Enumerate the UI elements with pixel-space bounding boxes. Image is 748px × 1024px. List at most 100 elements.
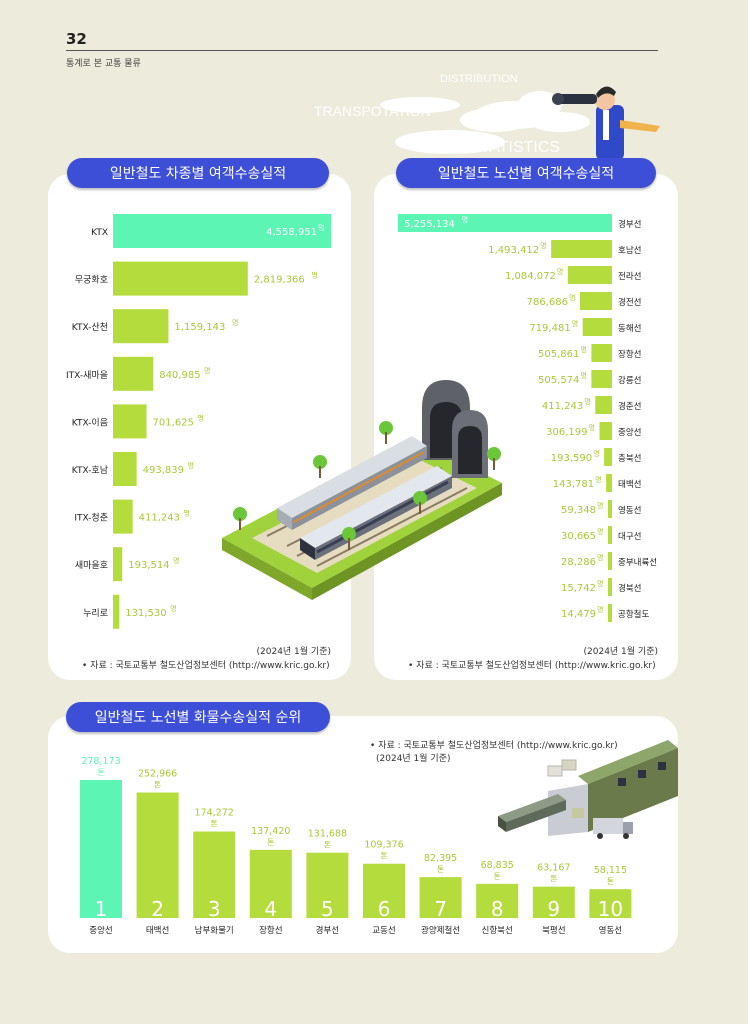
- unit-label: 톤: [97, 768, 104, 777]
- tree-icons: [233, 421, 501, 550]
- category-label: 교동선: [372, 926, 395, 936]
- value-label: 5,255,134: [404, 219, 455, 230]
- bar: [551, 240, 612, 258]
- bar: [113, 404, 147, 439]
- rank-label: 9: [547, 897, 560, 921]
- rank-label: 5: [321, 897, 334, 921]
- unit-label: 명: [580, 345, 586, 354]
- value-label: 2,819,366: [254, 275, 305, 286]
- bar: [398, 214, 612, 232]
- unit-label: 톤: [550, 875, 557, 884]
- unit-label: 명: [232, 318, 238, 327]
- bar: [113, 499, 133, 534]
- page-number: 32: [66, 30, 87, 48]
- category-label: 경부선: [316, 925, 339, 936]
- value-label: 131,688: [308, 829, 347, 840]
- category-label: 대구선: [618, 532, 641, 542]
- value-label: 840,985: [159, 370, 200, 381]
- value-label: 719,481: [529, 323, 570, 334]
- value-label: 1,084,072: [505, 271, 556, 282]
- bar: [306, 852, 349, 918]
- category-label: 신항북선: [482, 926, 513, 936]
- freight-warehouse-illustration: [498, 740, 678, 839]
- category-label: KTX: [91, 228, 108, 238]
- category-label: 경전선: [618, 297, 641, 308]
- deco-word-1: DISTRIBUTION: [440, 73, 518, 85]
- unit-label: 명: [597, 553, 603, 562]
- value-label: 4,558,951: [266, 227, 317, 238]
- category-label: 경춘선: [618, 401, 641, 412]
- value-label: 58,115: [594, 865, 627, 876]
- category-label: 북평선: [542, 925, 565, 936]
- rank-label: 4: [264, 897, 277, 921]
- bar: [136, 792, 179, 918]
- category-label: 전라선: [618, 271, 641, 282]
- category-label: ITX-새마을: [66, 370, 108, 381]
- right-source: • 자료 : 국토교통부 철도산업정보센터 (http://www.kric.g…: [408, 661, 656, 671]
- bar: [113, 309, 169, 344]
- rank-label: 8: [491, 897, 504, 921]
- value-label: 15,742: [561, 583, 596, 594]
- category-label: 중앙선: [89, 925, 112, 936]
- binocular-person-icon: [552, 86, 660, 160]
- bar: [419, 877, 462, 918]
- rank-label: 1: [95, 897, 108, 921]
- bar: [589, 889, 632, 918]
- category-label: KTX-호남: [72, 465, 108, 476]
- unit-label: 톤: [154, 781, 161, 790]
- value-label: 306,199: [546, 427, 587, 438]
- category-label: 경부선: [618, 219, 641, 230]
- left-panel-title: 일반철도 차종별 여객수송실적: [67, 158, 329, 188]
- unit-label: 명: [597, 579, 603, 588]
- bar: [606, 474, 612, 492]
- bar: [113, 594, 120, 629]
- unit-label: 톤: [211, 820, 218, 829]
- unit-label: 명: [597, 501, 603, 510]
- unit-label: 명: [187, 461, 193, 470]
- value-label: 278,173: [81, 756, 120, 767]
- bar: [591, 370, 612, 388]
- header-rule: [66, 50, 658, 51]
- unit-label: 명: [462, 215, 468, 224]
- category-label: 장항선: [618, 349, 641, 360]
- bar: [113, 452, 137, 486]
- value-label: 143,781: [553, 479, 594, 490]
- unit-label: 톤: [437, 865, 444, 874]
- bar: [80, 780, 122, 918]
- value-label: 505,574: [538, 375, 579, 386]
- unit-label: 톤: [324, 841, 331, 850]
- unit-label: 톤: [607, 877, 614, 886]
- bar: [595, 396, 612, 414]
- unit-label: 명: [170, 604, 176, 613]
- value-label: 82,395: [424, 853, 457, 864]
- unit-label: 명: [183, 509, 189, 518]
- freight-train-icon: [498, 794, 566, 832]
- bottom-basis: (2024년 1월 기준): [376, 754, 451, 764]
- value-label: 252,966: [138, 769, 177, 780]
- value-label: 701,625: [153, 417, 194, 428]
- bottom-source: • 자료 : 국토교통부 철도산업정보센터 (http://www.kric.g…: [370, 741, 618, 751]
- right-basis: (2024년 1월 기준): [583, 647, 659, 657]
- bar: [608, 552, 612, 570]
- bar: [476, 883, 519, 918]
- bar: [604, 448, 612, 466]
- bar: [249, 849, 292, 918]
- header-decoration: DISTRIBUTION TRANSPOTATION STATISTICS: [314, 73, 660, 160]
- bar: [608, 578, 612, 596]
- value-label: 786,686: [527, 297, 568, 308]
- value-label: 505,861: [538, 349, 579, 360]
- unit-label: 명: [569, 293, 575, 302]
- bottom-panel-title: 일반철도 노선별 화물수송실적 순위: [66, 702, 330, 732]
- truck-icon: [593, 818, 633, 839]
- unit-label: 명: [597, 527, 603, 536]
- right-panel-title: 일반철도 노선별 여객수송실적: [396, 158, 656, 188]
- bar: [113, 261, 248, 296]
- unit-label: 명: [557, 267, 563, 276]
- rank-label: 2: [151, 897, 164, 921]
- unit-label: 톤: [380, 852, 387, 861]
- value-label: 59,348: [561, 505, 596, 516]
- bar: [363, 863, 405, 918]
- category-label: 공항철도: [618, 609, 649, 620]
